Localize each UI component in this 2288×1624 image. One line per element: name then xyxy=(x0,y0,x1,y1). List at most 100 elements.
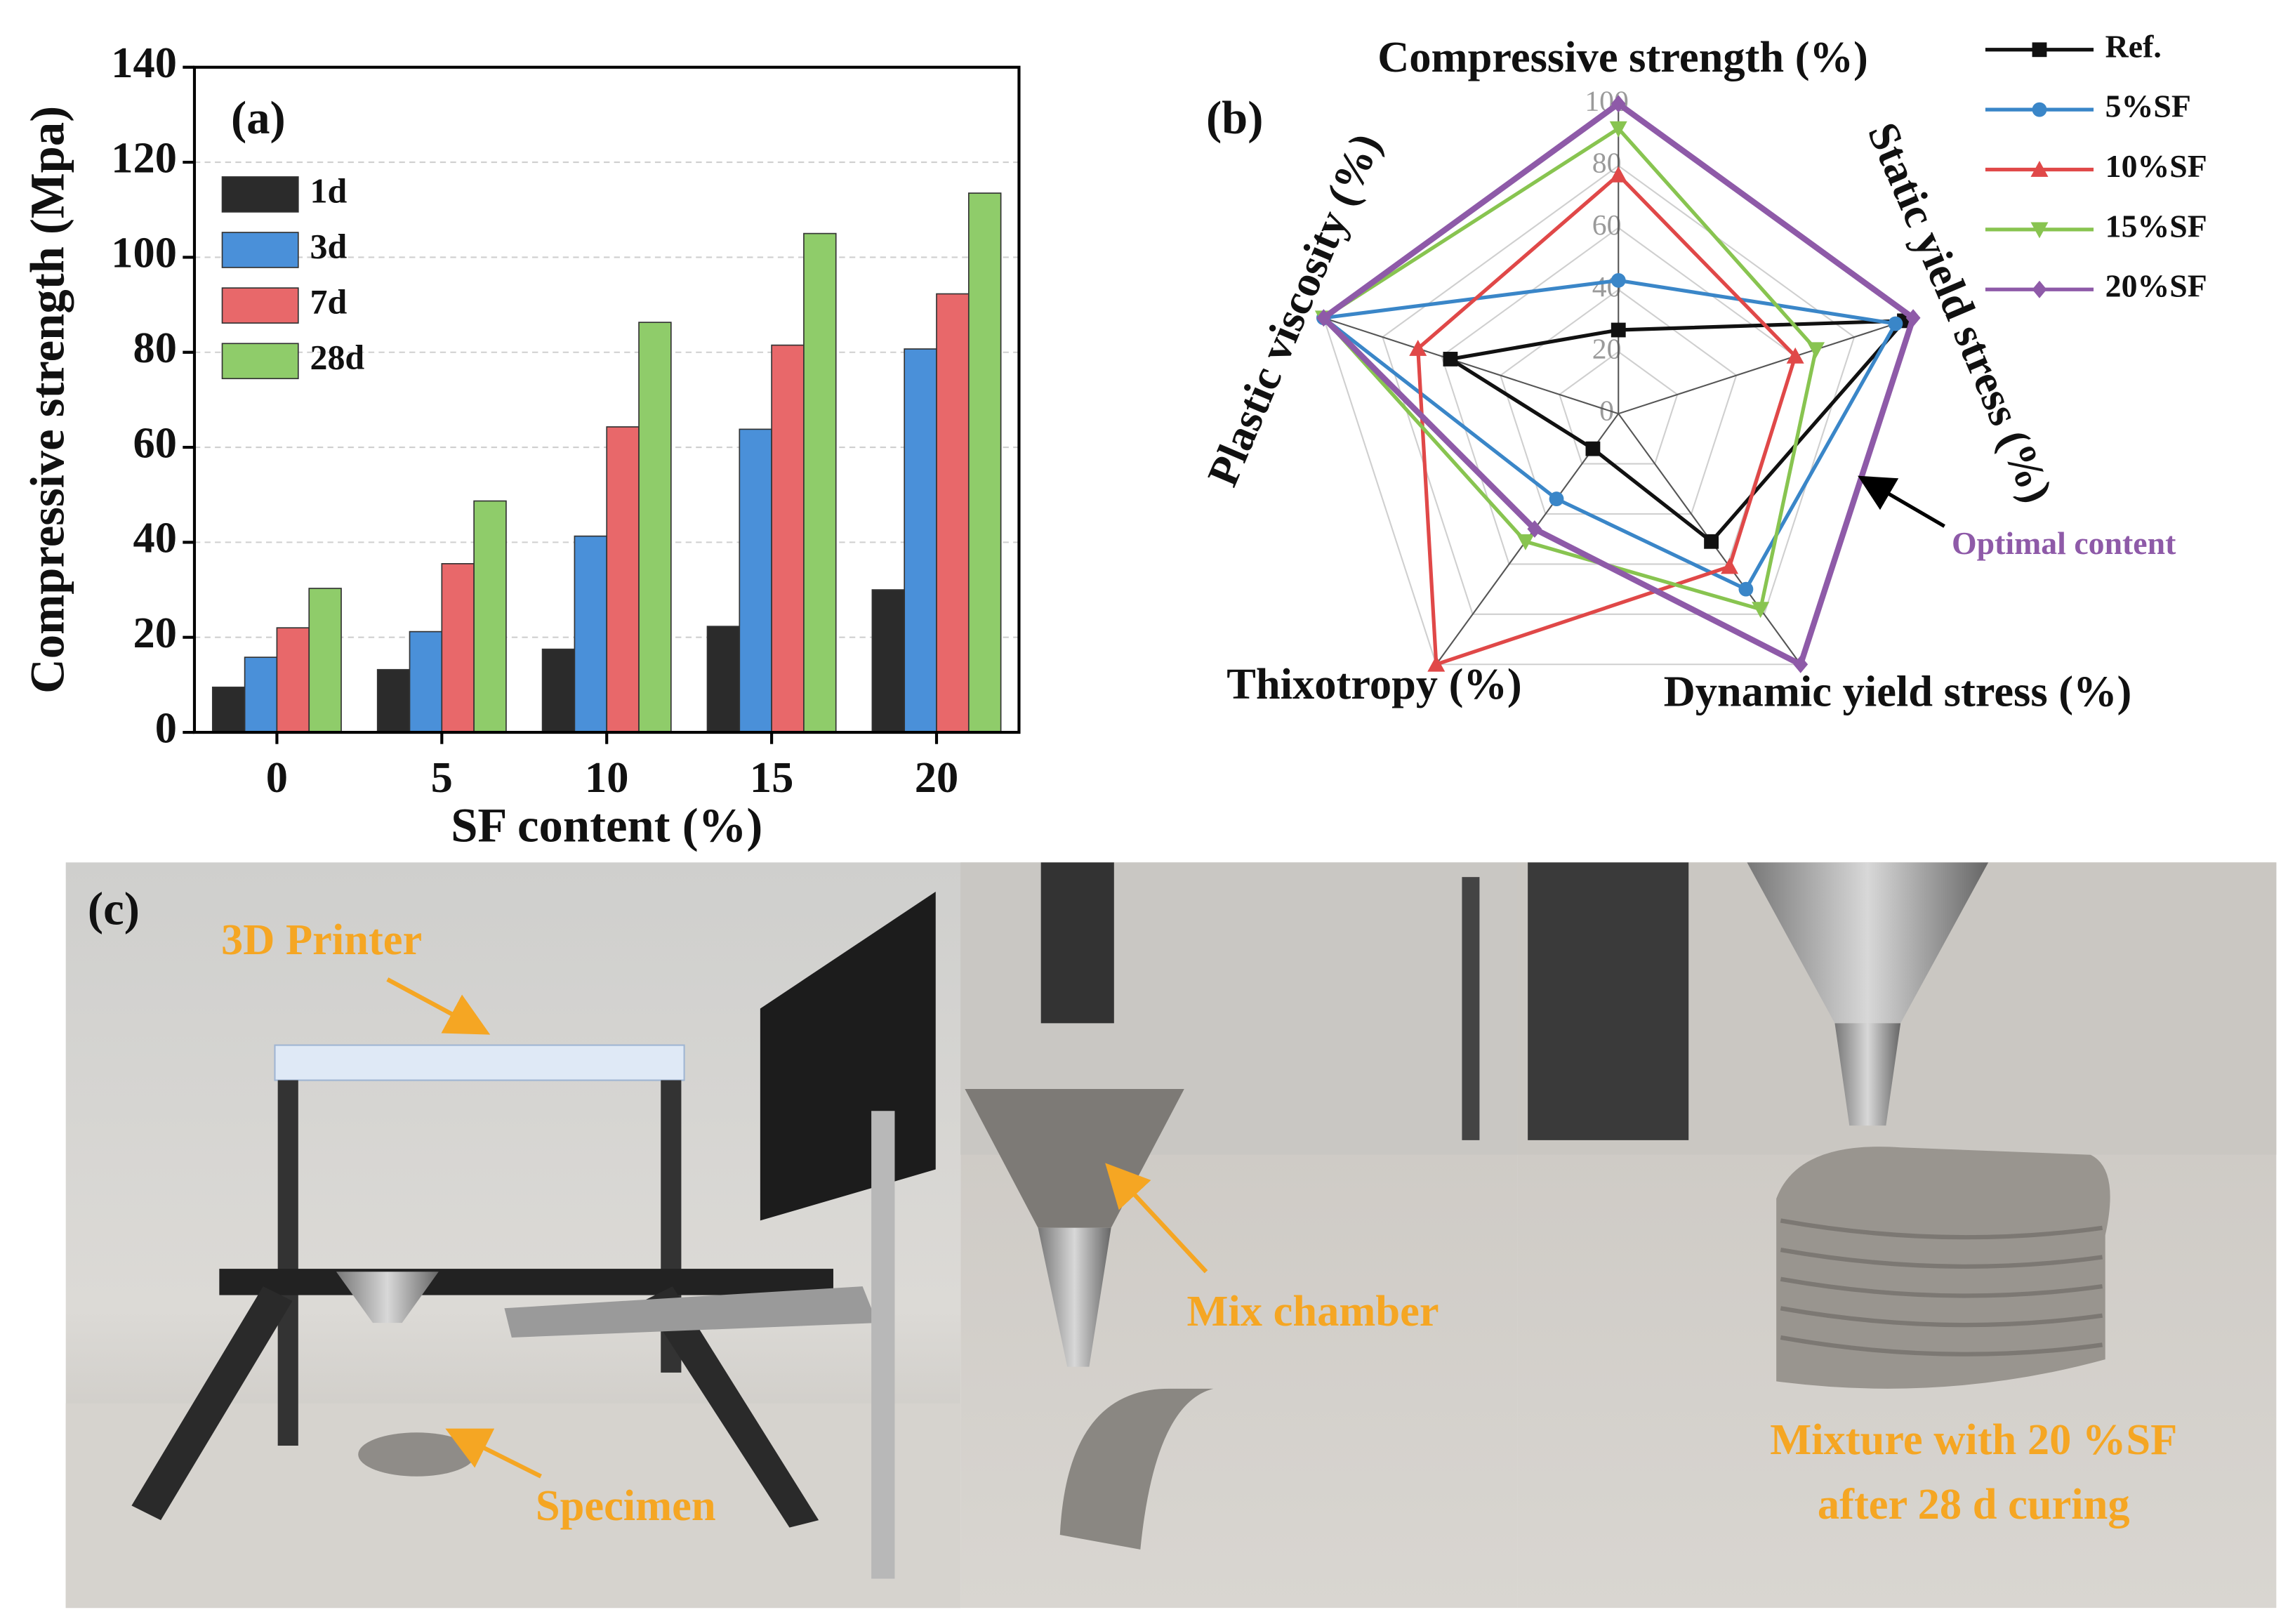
bar xyxy=(376,668,411,733)
photo-beam xyxy=(274,1044,685,1081)
bar xyxy=(574,535,608,733)
marker xyxy=(1905,309,1921,327)
x-axis-label: SF content (%) xyxy=(451,798,762,852)
annotation-arrow xyxy=(1858,475,1945,528)
marker xyxy=(2032,102,2047,117)
legend-label: 3d xyxy=(310,226,347,265)
legend-label: 15%SF xyxy=(2105,208,2207,244)
photo-label: Mixture with 20 %SF xyxy=(1770,1415,2177,1464)
legend-swatch xyxy=(221,232,299,268)
bar xyxy=(276,627,310,733)
bar xyxy=(936,293,970,733)
bar xyxy=(606,426,640,733)
axis-label: Plastic viscosity (%) xyxy=(1198,126,1391,493)
photo-specimen xyxy=(1059,1388,1214,1550)
marker xyxy=(1609,166,1627,183)
x-tick-label: 5 xyxy=(431,753,453,802)
legend-label: 5%SF xyxy=(2105,88,2191,124)
bar xyxy=(441,563,475,733)
y-tick-label: 20 xyxy=(133,608,177,657)
marker xyxy=(1721,557,1739,574)
y-tick-label: 0 xyxy=(155,703,177,752)
y-tick-label: 80 xyxy=(133,323,177,372)
y-tick-label: 120 xyxy=(111,133,177,182)
marker xyxy=(2030,222,2049,239)
photo-rail xyxy=(643,1286,819,1528)
radar-line xyxy=(1445,319,1909,544)
panel-label: (b) xyxy=(1206,93,1263,144)
legend-label: 28d xyxy=(310,338,364,377)
bar xyxy=(308,588,342,733)
bar xyxy=(771,344,805,733)
r-tick-label: 20 xyxy=(1592,333,1622,365)
photo-motor xyxy=(1040,862,1114,1024)
y-tick-label: 40 xyxy=(133,513,177,562)
marker xyxy=(1611,322,1626,338)
x-tick-label: 10 xyxy=(585,753,628,802)
legend-label: 7d xyxy=(310,282,347,322)
bar xyxy=(739,428,772,733)
photo-nozzle xyxy=(336,1272,439,1323)
bar xyxy=(473,500,507,733)
panel-label: (a) xyxy=(231,93,286,144)
photo-label: Mix chamber xyxy=(1186,1286,1439,1335)
bar xyxy=(244,656,278,733)
photo-arrow xyxy=(445,1428,542,1479)
photo-gantry xyxy=(1528,862,1689,1140)
marker xyxy=(1443,352,1458,367)
marker xyxy=(1409,339,1427,356)
spoke xyxy=(1323,317,1619,415)
bar xyxy=(211,686,246,733)
photo-table xyxy=(65,1403,961,1609)
x-tick-label: 20 xyxy=(915,753,958,802)
marker xyxy=(2030,161,2049,177)
photo-pole xyxy=(871,1111,895,1579)
radar-line xyxy=(1416,172,1798,667)
marker xyxy=(1752,602,1770,619)
r-tick-label: 0 xyxy=(1599,395,1614,428)
legend-label: 1d xyxy=(310,171,347,210)
photo-hopper xyxy=(1747,862,1989,1024)
photo-rail xyxy=(219,1269,833,1295)
marker xyxy=(1611,272,1626,288)
annotation: Optimal content xyxy=(1952,525,2176,561)
bar xyxy=(803,232,837,733)
marker xyxy=(1738,581,1754,597)
panel-label: (c) xyxy=(88,883,140,935)
y-tick-label: 140 xyxy=(111,38,177,87)
marker xyxy=(1888,316,1903,331)
photo-arrow xyxy=(386,977,491,1035)
bar xyxy=(871,589,906,733)
r-tick-label: 60 xyxy=(1592,209,1622,242)
legend-swatch xyxy=(221,287,299,324)
photo-specimen xyxy=(358,1432,475,1477)
marker xyxy=(2032,280,2047,298)
spoke xyxy=(1618,317,1914,415)
marker xyxy=(1585,441,1601,456)
bar xyxy=(541,648,576,733)
radar-line xyxy=(1321,126,1818,612)
photo-frame xyxy=(277,1080,298,1446)
bar xyxy=(967,192,1002,733)
photo-panels: (c) 3D Printer Specimen Mix chamber Mixt… xyxy=(65,862,2277,1609)
legend-label: 10%SF xyxy=(2105,148,2207,184)
axis-label: Thixotropy (%) xyxy=(1226,659,1521,708)
marker xyxy=(1609,121,1627,138)
bar xyxy=(904,348,937,733)
legend-label: 20%SF xyxy=(2105,268,2207,304)
marker xyxy=(1527,520,1542,538)
photo-nozzle xyxy=(1834,1023,1901,1126)
legend-swatch xyxy=(221,176,299,213)
bar xyxy=(638,322,672,733)
marker xyxy=(1786,347,1804,364)
radar-line xyxy=(1318,100,1917,669)
photo-label: Specimen xyxy=(536,1481,716,1530)
photo-nozzle xyxy=(1038,1227,1111,1367)
marker xyxy=(1793,655,1808,673)
legend-swatch xyxy=(221,343,299,380)
grid-ring xyxy=(1441,227,1797,565)
axis-label: Dynamic yield stress (%) xyxy=(1664,666,2132,715)
legend-label: Ref. xyxy=(2105,28,2162,64)
grid-ring xyxy=(1382,164,1856,615)
